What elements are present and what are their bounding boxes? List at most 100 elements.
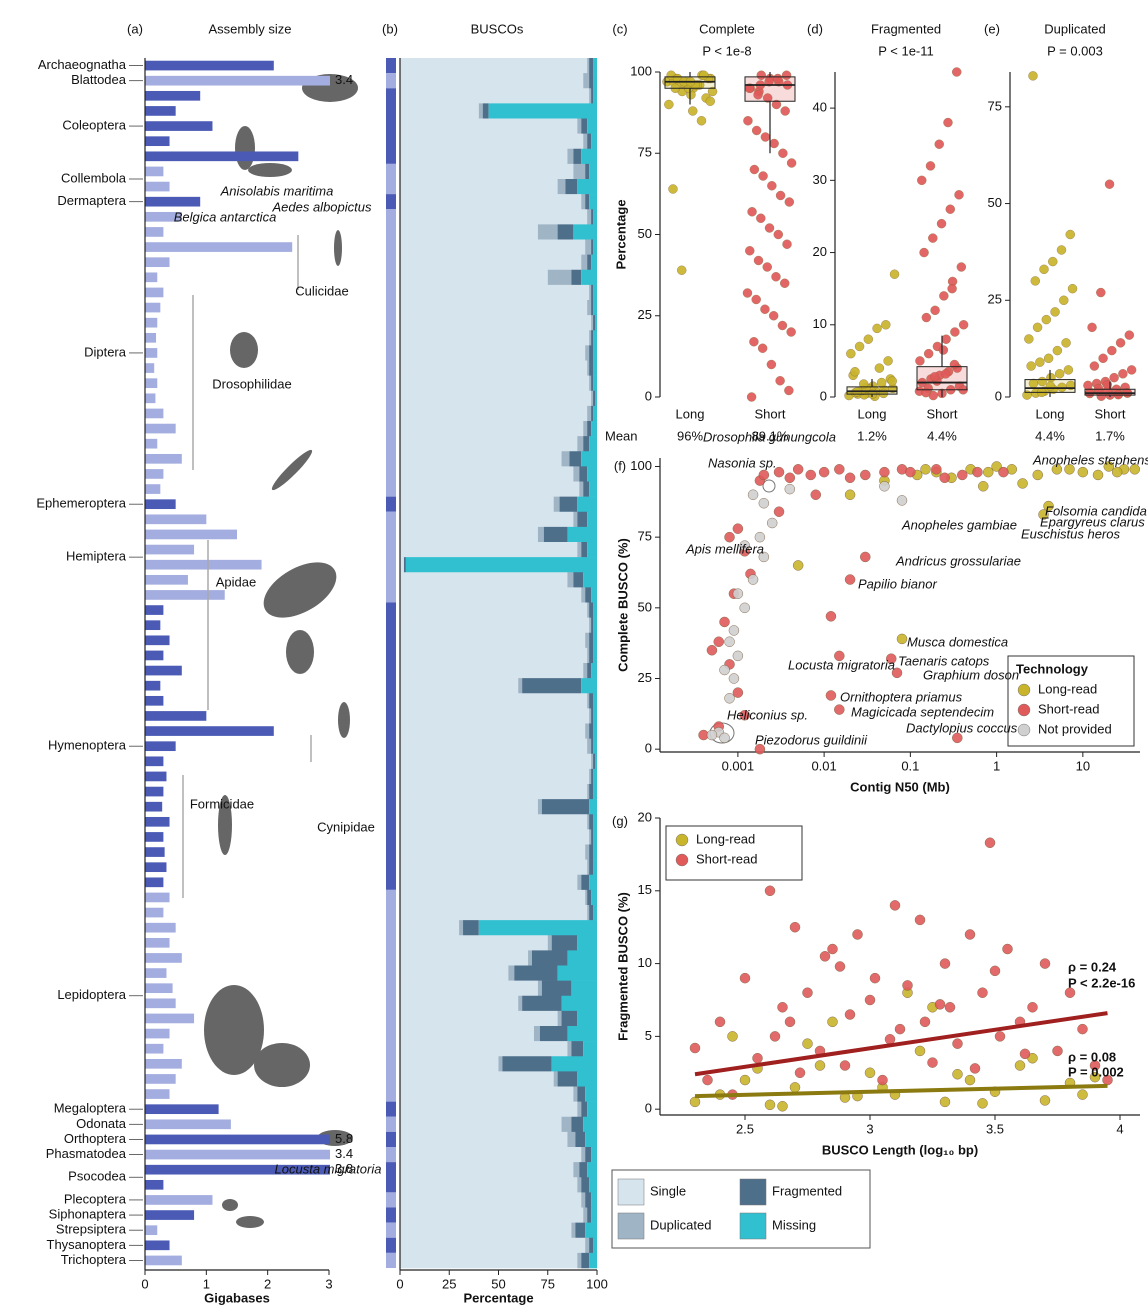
order-label: Orthoptera (64, 1131, 127, 1146)
bar-segment (593, 632, 597, 649)
point (724, 531, 735, 543)
bar (145, 75, 330, 86)
category-label: Long (676, 406, 705, 421)
bar-segment (400, 542, 578, 558)
bar-segment (591, 753, 594, 770)
point (964, 1074, 976, 1086)
point (751, 125, 762, 136)
bar-segment (585, 889, 588, 906)
y-tick-label: 50 (638, 226, 652, 241)
point (938, 345, 949, 355)
bar-segment (400, 738, 588, 755)
order-label: Ephemeroptera (36, 496, 126, 511)
point (939, 958, 951, 969)
bar (145, 771, 167, 782)
bar-segment (577, 1086, 586, 1102)
x-axis-title: Contig N50 (Mb) (850, 779, 950, 794)
trend-line (694, 1011, 1108, 1077)
annotation: Dactylopius coccus (906, 720, 1018, 735)
bar-segment (595, 390, 597, 407)
point (827, 943, 838, 955)
point (905, 466, 916, 478)
bar-segment (488, 103, 597, 119)
x-tick-label: 0 (141, 1276, 148, 1291)
order-label: Blattodea (71, 72, 127, 87)
bar-segment (587, 421, 592, 437)
bar-segment (585, 632, 590, 649)
bar-segment (459, 920, 464, 936)
order-label: Megaloptera (54, 1101, 127, 1116)
point (777, 1101, 788, 1112)
bar-segment (400, 118, 578, 134)
silhouette (204, 985, 264, 1075)
point (1089, 361, 1100, 371)
bar-segment (593, 375, 597, 392)
bar-segment (400, 557, 404, 573)
box (916, 366, 968, 391)
point (794, 1067, 806, 1079)
bar-segment (478, 103, 483, 119)
bar-segment (593, 345, 597, 361)
point (1043, 500, 1054, 512)
silhouette (334, 230, 342, 266)
point (929, 372, 940, 382)
bar-segment (573, 511, 578, 528)
bar (145, 862, 167, 873)
bar-segment (593, 73, 597, 89)
bar-segment (593, 723, 597, 739)
bar (145, 680, 161, 691)
point (819, 951, 831, 962)
bar-segment (583, 663, 588, 679)
point (850, 367, 860, 377)
bar-segment (587, 254, 592, 271)
point (1043, 353, 1054, 364)
point (994, 1031, 1006, 1042)
bar-segment (557, 1010, 562, 1027)
point (773, 73, 783, 84)
bar-segment (577, 496, 597, 513)
annotation: Drosophila gunungcola (703, 429, 836, 444)
order-strip (386, 602, 396, 890)
point (877, 1074, 888, 1086)
y-tick-label: 100 (630, 63, 652, 78)
legend-box (665, 825, 803, 881)
point (852, 929, 863, 940)
annotation: P < 2.2e-16 (1068, 975, 1135, 990)
point (677, 265, 687, 275)
bar-segment (585, 163, 590, 180)
bar-segment (579, 1162, 588, 1178)
point (921, 387, 931, 398)
point (846, 348, 856, 359)
bar (145, 590, 225, 600)
point (1083, 380, 1093, 391)
bar-segment (400, 905, 588, 921)
point (688, 106, 698, 116)
annotation: Ornithoptera priamus (840, 689, 963, 704)
bar-segment (573, 466, 580, 482)
point (739, 1074, 751, 1086)
bar-segment (573, 572, 584, 588)
y-axis-title: Complete BUSCO (%) (615, 538, 630, 672)
bar-segment (591, 405, 594, 422)
bar-segment (400, 965, 509, 981)
point (1102, 1074, 1113, 1086)
bar-segment (595, 753, 597, 770)
panel-subtitle: P = 0.003 (1047, 43, 1103, 58)
bar-segment (585, 239, 592, 255)
x-tick-label: 1 (203, 1276, 210, 1291)
point (757, 343, 768, 353)
point (753, 255, 764, 266)
silhouettes (204, 74, 776, 1228)
bar (145, 363, 155, 373)
highlight-circle (762, 479, 776, 493)
bar-segment (400, 148, 568, 165)
bar-segment (400, 1147, 582, 1163)
point (914, 914, 926, 926)
bar-segment (593, 693, 597, 709)
point (915, 356, 925, 366)
point (746, 392, 757, 402)
point (689, 1096, 701, 1108)
bar-segment (589, 844, 594, 860)
y-tick-label: 10 (813, 316, 827, 331)
